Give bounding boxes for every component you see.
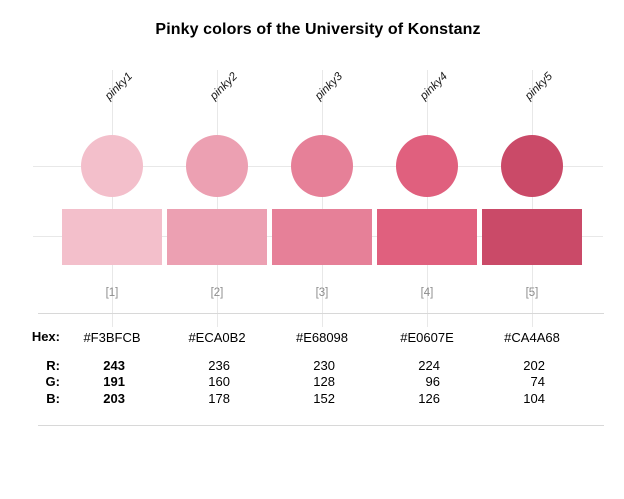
- gridline-vertical: [217, 70, 218, 327]
- green-value: 191: [103, 374, 125, 389]
- blue-value: 104: [523, 391, 545, 406]
- color-name-label: pinky3: [313, 70, 345, 103]
- index-label: [5]: [525, 287, 539, 299]
- color-circle: [291, 135, 353, 197]
- green-value: 74: [530, 374, 545, 389]
- hex-value: #F3BFCB: [83, 330, 141, 345]
- row-header-green: G:: [45, 374, 60, 389]
- green-value: 96: [425, 374, 440, 389]
- color-circle: [186, 135, 248, 197]
- red-value: 202: [523, 358, 545, 373]
- color-name-label: pinky2: [208, 70, 240, 103]
- red-value: 224: [418, 358, 440, 373]
- color-swatch: [167, 209, 267, 265]
- blue-value: 126: [418, 391, 440, 406]
- red-value: 236: [208, 358, 230, 373]
- green-value: 128: [313, 374, 335, 389]
- gridline-vertical: [427, 70, 428, 327]
- gridline-vertical: [112, 70, 113, 327]
- color-name-label: pinky4: [418, 70, 450, 103]
- row-header-red: R:: [46, 358, 60, 373]
- row-header-blue: B:: [46, 391, 60, 406]
- color-swatch: [377, 209, 477, 265]
- row-header-hex: Hex:: [31, 329, 60, 344]
- red-value: 230: [313, 358, 335, 373]
- color-swatch: [272, 209, 372, 265]
- color-name-label: pinky1: [103, 70, 135, 103]
- red-value: 243: [103, 358, 125, 373]
- gridline-vertical: [532, 70, 533, 327]
- blue-value: 152: [313, 391, 335, 406]
- chart-title: Pinky colors of the University of Konsta…: [155, 21, 481, 38]
- hex-value: #ECA0B2: [188, 330, 246, 345]
- blue-value: 178: [208, 391, 230, 406]
- index-label: [3]: [315, 287, 329, 299]
- color-swatch: [482, 209, 582, 265]
- hex-value: #E68098: [295, 330, 349, 345]
- separator-above-hex-row: [38, 313, 604, 314]
- color-circle: [81, 135, 143, 197]
- color-name-label: pinky5: [523, 70, 555, 103]
- hex-value: #CA4A68: [504, 330, 560, 345]
- gridline-vertical: [322, 70, 323, 327]
- index-label: [4]: [420, 287, 434, 299]
- color-circle: [396, 135, 458, 197]
- separator-below-table: [38, 425, 604, 426]
- blue-value: 203: [103, 391, 125, 406]
- index-label: [2]: [210, 287, 224, 299]
- hex-value: #E0607E: [400, 330, 454, 345]
- color-circle: [501, 135, 563, 197]
- color-swatch: [62, 209, 162, 265]
- green-value: 160: [208, 374, 230, 389]
- index-label: [1]: [105, 287, 119, 299]
